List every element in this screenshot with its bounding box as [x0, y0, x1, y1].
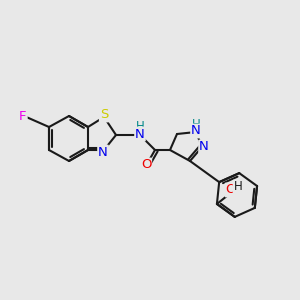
- Text: H: H: [192, 118, 200, 130]
- Text: O: O: [141, 158, 151, 172]
- Text: N: N: [199, 140, 209, 154]
- Text: F: F: [19, 110, 27, 122]
- Text: H: H: [136, 121, 144, 134]
- Text: N: N: [135, 128, 145, 140]
- Text: S: S: [100, 109, 108, 122]
- Text: H: H: [233, 181, 242, 194]
- Text: N: N: [98, 146, 108, 158]
- Text: O: O: [226, 184, 236, 196]
- Text: N: N: [191, 124, 201, 137]
